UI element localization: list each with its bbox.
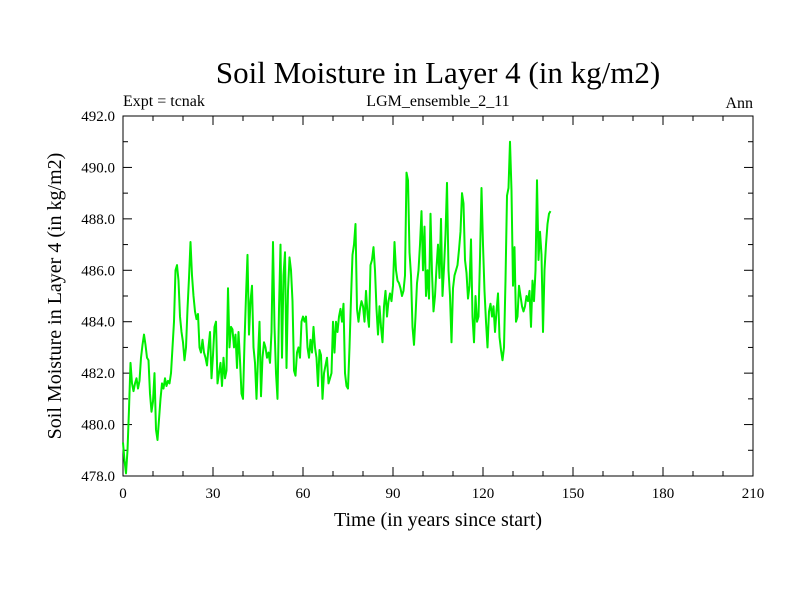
series-layer: [122, 140, 552, 475]
series-line: [122, 140, 552, 475]
x-tick-label: 60: [296, 486, 311, 502]
y-tick-label: 490.0: [81, 160, 115, 176]
x-tick-label: 180: [652, 486, 675, 502]
y-tick-label: 482.0: [81, 366, 115, 382]
y-tick-label: 488.0: [81, 212, 115, 228]
y-tick-label: 486.0: [81, 263, 115, 279]
x-tick-label: 0: [119, 486, 127, 502]
y-axis: 478.0 480.0 482.0 484.0 486.0 488.0 490.0 492.0: [81, 109, 753, 485]
x-axis-label: Time (in years since start): [334, 509, 542, 531]
x-tick-label: 90: [386, 486, 401, 502]
x-tick-label: 30: [206, 486, 221, 502]
chart-title: Soil Moisture in Layer 4 (in kg/m2): [216, 55, 660, 90]
ensemble-label: LGM_ensemble_2_11: [366, 93, 509, 110]
y-tick-label: 480.0: [81, 418, 115, 434]
y-tick-label: 484.0: [81, 315, 115, 331]
season-label: Ann: [725, 95, 753, 112]
y-axis-label: Soil Moisture in Layer 4 (in kg/m2): [44, 153, 66, 440]
experiment-label: Expt = tcnak: [123, 93, 205, 110]
x-tick-label: 150: [562, 486, 585, 502]
y-tick-label: 478.0: [81, 469, 115, 485]
plot-area: [122, 115, 754, 477]
x-tick-label: 120: [472, 486, 495, 502]
plot-frame: [122, 115, 754, 477]
x-axis: 0 30 60 90 120 150 180 210: [119, 116, 764, 502]
y-tick-label: 492.0: [81, 109, 115, 125]
x-tick-label: 210: [742, 486, 765, 502]
